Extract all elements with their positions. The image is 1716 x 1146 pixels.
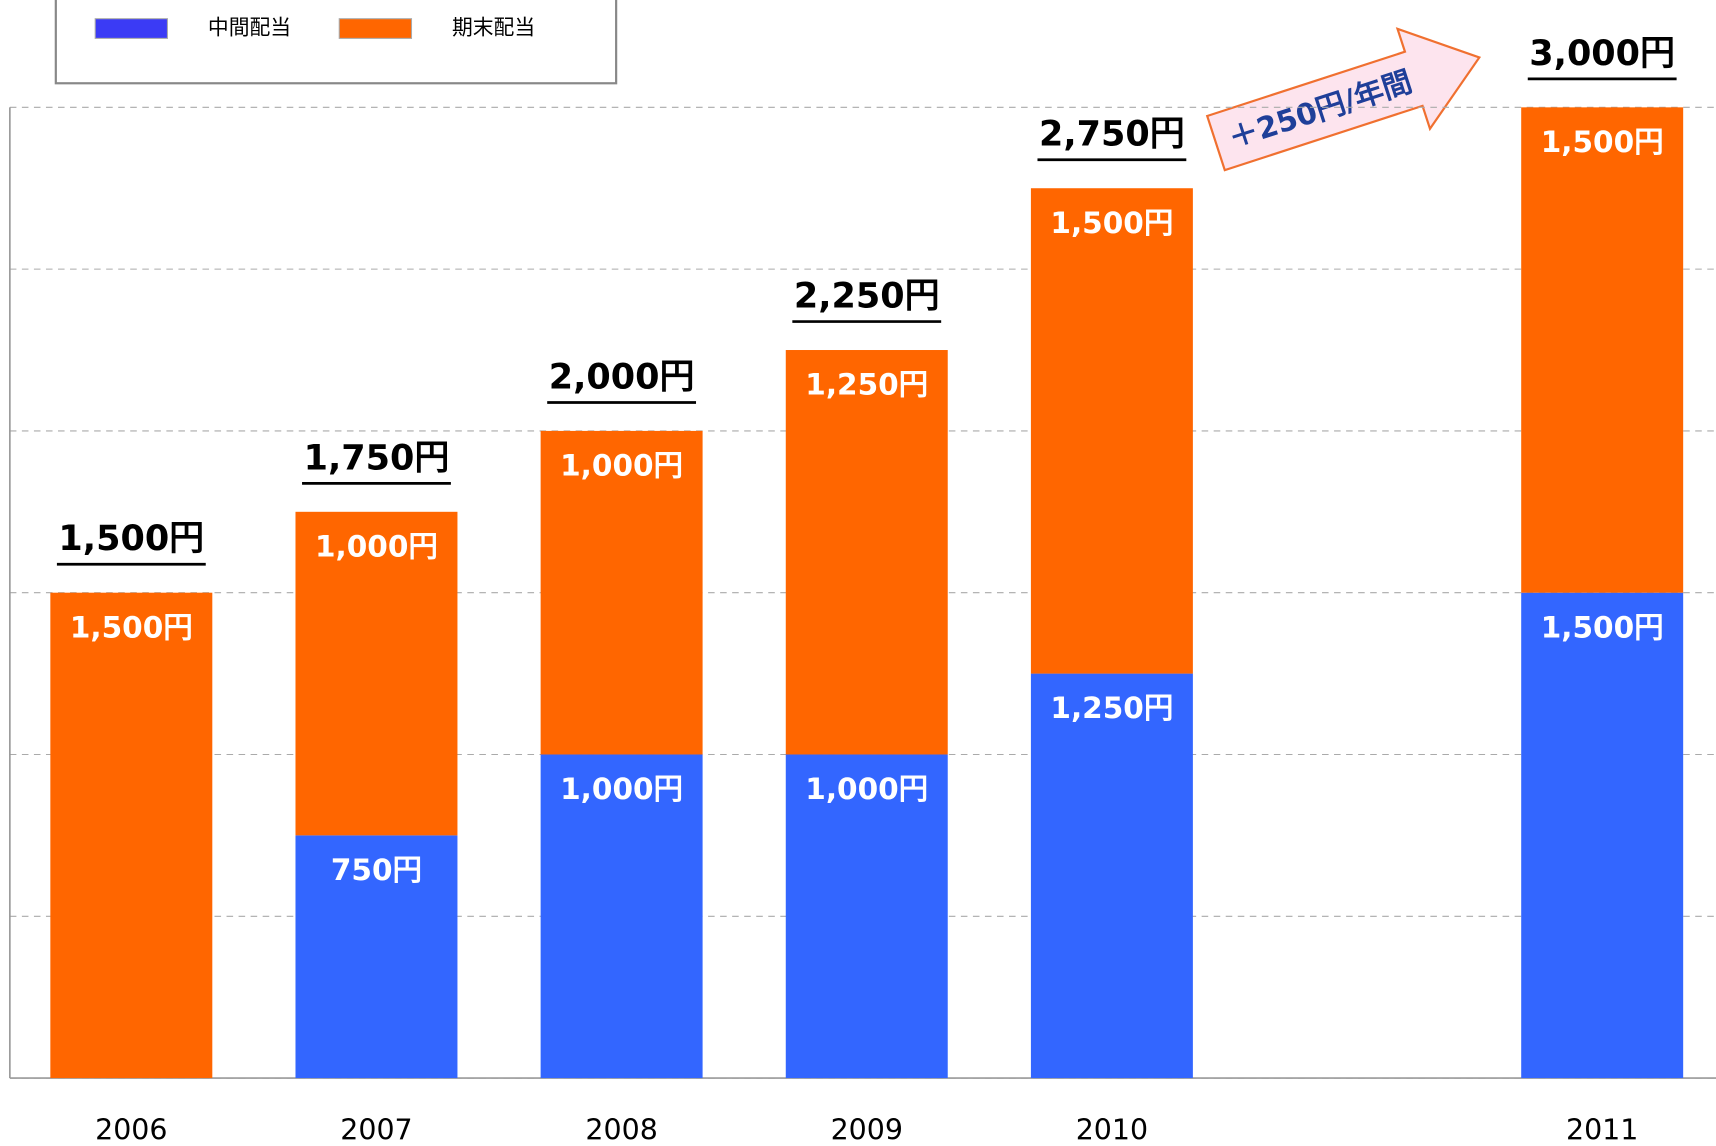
bar-segment — [785, 350, 948, 755]
bar-segment — [540, 754, 703, 1079]
bar-segment — [1521, 107, 1684, 593]
bar-segment — [1030, 673, 1193, 1079]
bar-segment — [1521, 592, 1684, 1079]
x-tick-label: 2009 — [831, 1114, 903, 1146]
value-label: 1,250円 — [805, 368, 928, 402]
value-label: 1,500円 — [70, 610, 193, 644]
bar-segment — [1030, 188, 1193, 674]
total-label: 2,250円 — [794, 275, 940, 316]
value-label: 1,250円 — [1050, 691, 1173, 725]
value-label: 1,500円 — [1050, 206, 1173, 240]
legend-label: 期末配当 — [452, 16, 535, 40]
legend-swatch — [338, 18, 413, 39]
legend-label: 中間配当 — [208, 16, 291, 40]
x-tick-label: 2010 — [1076, 1114, 1148, 1146]
total-label: 2,750円 — [1039, 114, 1185, 155]
value-label: 1,000円 — [805, 772, 928, 806]
value-label: 1,500円 — [1541, 125, 1664, 159]
legend-swatch — [94, 18, 168, 39]
value-label: 1,000円 — [560, 449, 683, 483]
legend-box — [54, 0, 618, 85]
x-tick-label: 2008 — [585, 1114, 657, 1146]
growth-arrow: ＋250円/年間 — [1205, 27, 1482, 172]
total-label: 1,750円 — [304, 437, 450, 478]
bar-segment — [295, 835, 458, 1079]
total-label: 2,000円 — [549, 356, 695, 397]
total-label: 3,000円 — [1529, 33, 1675, 74]
arrow-shape — [1205, 27, 1482, 172]
total-label: 1,500円 — [58, 518, 204, 559]
bar-segment — [50, 592, 213, 1079]
bar-segment — [785, 754, 948, 1079]
bar-segment — [295, 511, 458, 836]
bar-segment — [540, 430, 703, 755]
value-label: 1,000円 — [315, 529, 438, 563]
value-label: 1,500円 — [1541, 610, 1664, 644]
x-tick-label: 2011 — [1566, 1114, 1638, 1146]
x-tick-label: 2006 — [95, 1114, 167, 1146]
x-tick-label: 2007 — [340, 1114, 412, 1146]
value-label: 750円 — [331, 853, 422, 887]
value-label: 1,000円 — [560, 772, 683, 806]
